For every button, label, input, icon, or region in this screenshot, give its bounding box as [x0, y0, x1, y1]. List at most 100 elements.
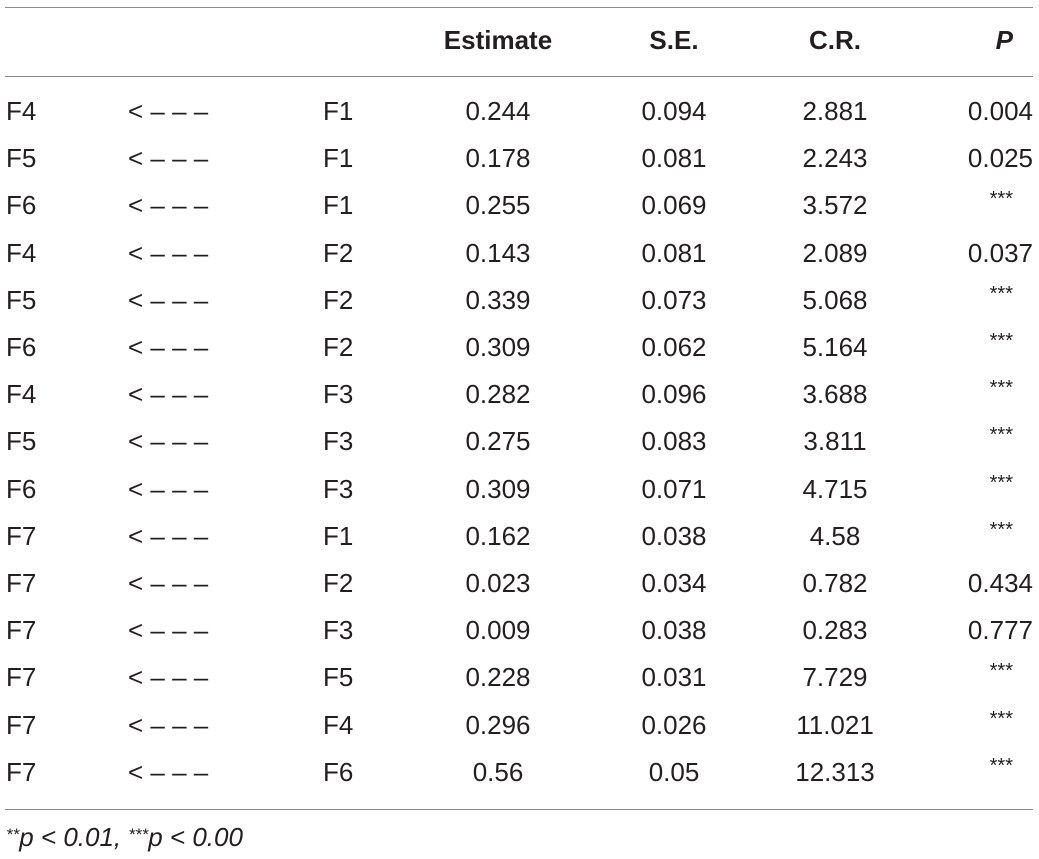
cell-arrow: < – – – — [128, 473, 209, 504]
cell-cr: 4.58 — [809, 520, 861, 551]
cell-cr: 3.572 — [802, 190, 868, 221]
cell-estimate: 0.282 — [465, 379, 531, 410]
cell-se: 0.031 — [641, 662, 707, 693]
footnote-stars-1: ** — [6, 825, 20, 844]
cell-dependent: F7 — [6, 756, 37, 787]
cell-independent: F4 — [323, 709, 354, 740]
cell-cr: 2.881 — [802, 96, 868, 126]
cell-estimate: 0.228 — [465, 662, 531, 693]
cell-independent: F2 — [323, 568, 354, 598]
cell-dependent: F7 — [6, 568, 37, 598]
table-row: F6 < – – – F2 0.309 0.062 5.164 *** — [0, 324, 1039, 371]
cell-dependent: F6 — [6, 473, 37, 504]
cell-arrow: < – – – — [128, 756, 209, 787]
cell-p: *** — [990, 324, 1033, 374]
footnote-text-1: p < 0.01, — [19, 822, 129, 852]
cell-se: 0.034 — [641, 568, 707, 598]
cell-p: 0.025 — [967, 143, 1033, 174]
cell-dependent: F4 — [6, 379, 37, 410]
cell-independent: F5 — [323, 662, 354, 693]
cell-p: 0.037 — [967, 237, 1033, 268]
cell-arrow: < – – – — [128, 520, 209, 551]
cell-independent: F1 — [323, 96, 354, 126]
table-row: F7 < – – – F3 0.009 0.038 0.283 0.777 — [0, 607, 1039, 654]
cell-arrow: < – – – — [128, 379, 209, 410]
cell-dependent: F7 — [6, 662, 37, 693]
cell-independent: F3 — [323, 615, 354, 646]
cell-independent: F3 — [323, 426, 354, 457]
cell-estimate: 0.162 — [465, 520, 531, 551]
cell-dependent: F4 — [6, 96, 37, 126]
cell-p: *** — [990, 371, 1033, 421]
cell-se: 0.069 — [641, 190, 707, 221]
table-row: F5 < – – – F3 0.275 0.083 3.811 *** — [0, 418, 1039, 465]
cell-p: *** — [990, 654, 1033, 704]
cell-dependent: F5 — [6, 426, 37, 457]
cell-estimate: 0.296 — [465, 709, 531, 740]
cell-cr: 3.688 — [802, 379, 868, 410]
cell-estimate: 0.178 — [465, 143, 531, 174]
significance-stars: *** — [989, 518, 1013, 541]
cell-se: 0.05 — [648, 756, 700, 787]
table-row: F4 < – – – F3 0.282 0.096 3.688 *** — [0, 371, 1039, 418]
cell-p: *** — [990, 749, 1033, 799]
significance-stars: *** — [989, 754, 1013, 777]
cell-independent: F2 — [323, 332, 354, 362]
cell-cr: 3.811 — [803, 426, 867, 457]
cell-dependent: F5 — [6, 143, 37, 174]
cell-independent: F2 — [323, 237, 354, 268]
cell-arrow: < – – – — [128, 709, 209, 740]
cell-p: 0.004 — [967, 96, 1033, 126]
table-row: F7 < – – – F2 0.023 0.034 0.782 0.434 — [0, 560, 1039, 607]
cell-dependent: F6 — [6, 332, 37, 362]
table-row: F5 < – – – F1 0.178 0.081 2.243 0.025 — [0, 135, 1039, 182]
cell-p: 0.777 — [967, 615, 1033, 646]
cell-se: 0.096 — [641, 379, 707, 410]
cell-estimate: 0.275 — [465, 426, 531, 457]
cell-independent: F1 — [323, 143, 354, 174]
table-row: F7 < – – – F4 0.296 0.026 11.021 *** — [0, 702, 1039, 749]
cell-p: *** — [990, 513, 1033, 563]
footnote-stars-2: *** — [128, 825, 149, 844]
table-row: F6 < – – – F3 0.309 0.071 4.715 *** — [0, 466, 1039, 513]
table-footnote: **p < 0.01, ***p < 0.00 — [6, 820, 243, 854]
cell-arrow: < – – – — [128, 96, 209, 126]
cell-cr: 2.089 — [802, 237, 868, 268]
cell-cr: 5.164 — [802, 332, 868, 362]
cell-p: *** — [990, 277, 1033, 327]
cell-cr: 12.313 — [795, 756, 875, 787]
cell-independent: F3 — [323, 379, 354, 410]
significance-stars: *** — [989, 377, 1013, 400]
cell-se: 0.038 — [641, 615, 707, 646]
cell-arrow: < – – – — [128, 332, 209, 362]
cell-p: *** — [990, 466, 1033, 516]
cell-arrow: < – – – — [128, 284, 209, 315]
cell-se: 0.083 — [641, 426, 707, 457]
cell-independent: F2 — [323, 284, 354, 315]
table-row: F5 < – – – F2 0.339 0.073 5.068 *** — [0, 277, 1039, 324]
cell-estimate: 0.309 — [465, 473, 531, 504]
cell-se: 0.081 — [641, 237, 707, 268]
cell-estimate: 0.56 — [472, 756, 524, 787]
table-header-row: Estimate S.E. C.R. P — [0, 17, 1039, 64]
cell-dependent: F6 — [6, 190, 37, 221]
cell-se: 0.073 — [641, 284, 707, 315]
cell-dependent: F7 — [6, 615, 37, 646]
table-row: F7 < – – – F6 0.56 0.05 12.313 *** — [0, 749, 1039, 796]
header-cr: C.R. — [809, 25, 861, 55]
table-row: F7 < – – – F5 0.228 0.031 7.729 *** — [0, 654, 1039, 701]
cell-independent: F1 — [323, 190, 354, 221]
cell-cr: 11.021 — [796, 709, 874, 740]
cell-arrow: < – – – — [128, 426, 209, 457]
header-se: S.E. — [649, 25, 699, 55]
cell-se: 0.094 — [641, 96, 707, 126]
cell-cr: 0.283 — [802, 615, 868, 646]
cell-arrow: < – – – — [128, 143, 209, 174]
cell-cr: 2.243 — [802, 143, 868, 174]
cell-estimate: 0.339 — [465, 284, 531, 315]
cell-dependent: F5 — [6, 284, 37, 315]
header-estimate: Estimate — [443, 25, 553, 55]
cell-se: 0.081 — [641, 143, 707, 174]
cell-arrow: < – – – — [128, 568, 209, 598]
cell-dependent: F4 — [6, 237, 37, 268]
